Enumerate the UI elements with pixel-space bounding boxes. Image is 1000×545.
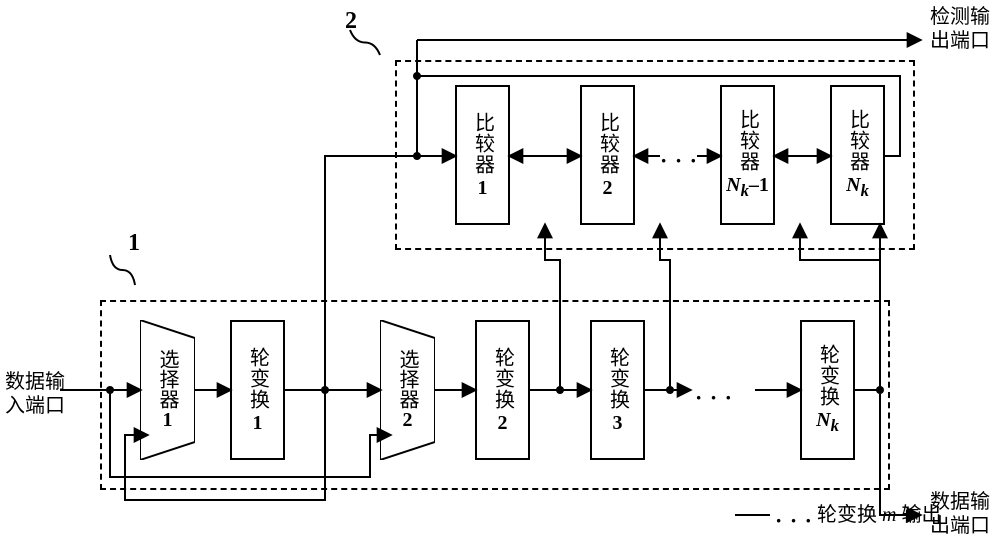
round-transform-3: 轮变换3 bbox=[590, 320, 645, 460]
comparator-1: 比较器1 bbox=[455, 85, 510, 225]
selector-2-label: 选择器 bbox=[393, 349, 422, 409]
comparator-2-index: 2 bbox=[603, 177, 613, 199]
ellipsis-3: · · · bbox=[775, 508, 813, 534]
round-transform-4: 轮变换Nk bbox=[800, 320, 855, 460]
data-input-port-label: 数据输 入端口 bbox=[0, 370, 70, 418]
block-2-label: 2 bbox=[345, 8, 357, 35]
diagram-canvas: 1 2 数据输 入端口 检测输 出端口 数据输 出端口 轮变换 m 输出 轮变换… bbox=[0, 0, 1000, 545]
selector-1: 选择器1 bbox=[140, 320, 195, 460]
round-transform-2-label: 轮变换 bbox=[492, 347, 514, 410]
selector-1-label: 选择器 bbox=[153, 349, 182, 409]
selector-2: 选择器2 bbox=[380, 320, 435, 460]
ellipsis-1: · · · bbox=[695, 385, 733, 411]
round-transform-1-index: 1 bbox=[253, 412, 263, 434]
ellipsis-2: · · · bbox=[660, 148, 698, 174]
comparator-1-index: 1 bbox=[478, 177, 488, 199]
round-m-output-label: 轮变换 m 输出 bbox=[817, 503, 941, 527]
round-transform-4-index: Nk bbox=[816, 409, 839, 435]
comparator-4-index: Nk bbox=[846, 174, 869, 200]
round-transform-3-index: 3 bbox=[613, 412, 623, 434]
selector-2-index: 2 bbox=[403, 409, 413, 432]
round-transform-1: 轮变换1 bbox=[230, 320, 285, 460]
comparator-2-label: 比较器 bbox=[597, 112, 619, 175]
comparator-2: 比较器2 bbox=[580, 85, 635, 225]
block-1-label: 1 bbox=[128, 230, 140, 257]
comparator-4-label: 比较器 bbox=[847, 109, 869, 172]
comparator-3: 比较器Nk–1 bbox=[720, 85, 775, 225]
round-transform-1-label: 轮变换 bbox=[247, 347, 269, 410]
comparator-3-index: Nk–1 bbox=[726, 174, 769, 200]
round-transform-2-index: 2 bbox=[498, 412, 508, 434]
round-transform-4-label: 轮变换 bbox=[817, 344, 839, 407]
detect-output-port-label: 检测输 出端口 bbox=[925, 5, 995, 53]
selector-1-index: 1 bbox=[163, 409, 173, 432]
round-transform-2: 轮变换2 bbox=[475, 320, 530, 460]
round-transform-3-label: 轮变换 bbox=[607, 347, 629, 410]
comparator-3-label: 比较器 bbox=[737, 109, 759, 172]
comparator-4: 比较器Nk bbox=[830, 85, 885, 225]
comparator-1-label: 比较器 bbox=[472, 112, 494, 175]
